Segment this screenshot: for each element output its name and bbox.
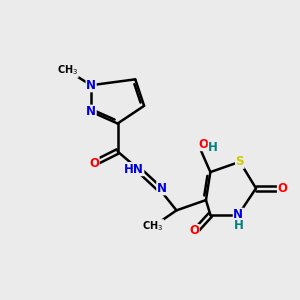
Text: S: S bbox=[236, 155, 244, 168]
Text: N: N bbox=[86, 79, 96, 92]
Text: O: O bbox=[198, 138, 208, 151]
Text: O: O bbox=[189, 224, 199, 238]
Text: N: N bbox=[233, 208, 243, 221]
Text: O: O bbox=[278, 182, 287, 195]
Text: H: H bbox=[233, 219, 243, 232]
Text: O: O bbox=[89, 157, 99, 170]
Text: CH$_3$: CH$_3$ bbox=[142, 220, 164, 233]
Text: HN: HN bbox=[124, 163, 144, 176]
Text: H: H bbox=[208, 141, 218, 154]
Text: N: N bbox=[86, 105, 96, 118]
Text: N: N bbox=[157, 182, 167, 195]
Text: CH$_3$: CH$_3$ bbox=[57, 64, 78, 77]
